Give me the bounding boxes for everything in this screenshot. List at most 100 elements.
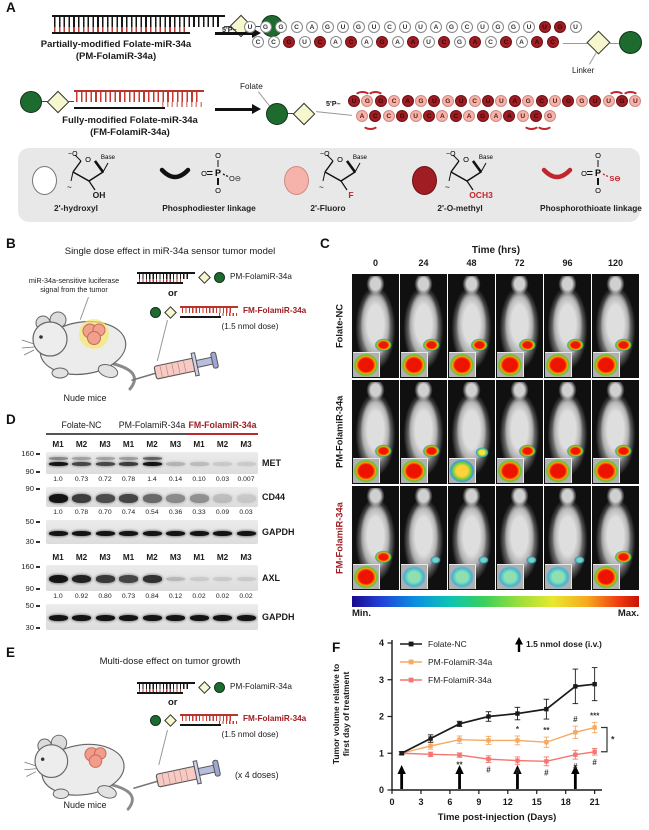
tumor-signal-blob bbox=[566, 338, 585, 352]
phosphorothioate-arc-icon bbox=[367, 91, 385, 103]
timepoint-header: 72 bbox=[514, 258, 525, 268]
data-point bbox=[486, 738, 491, 743]
injection-arrow-icon bbox=[458, 773, 461, 789]
lane-label: M2 bbox=[75, 440, 88, 449]
comparison-bracket bbox=[601, 726, 608, 753]
data-point bbox=[515, 711, 520, 716]
data-point bbox=[544, 759, 549, 764]
panel-b-callout: miR-34a-sensitive luciferase signal from… bbox=[28, 276, 120, 294]
protein-band bbox=[119, 457, 138, 460]
nucleotide-circle: G bbox=[562, 95, 575, 107]
quantification-value: 0.03 bbox=[239, 509, 253, 516]
lane-label: M2 bbox=[146, 553, 158, 562]
phosphorothioate-arc-icon bbox=[535, 118, 553, 130]
lane-label: M2 bbox=[216, 553, 229, 562]
nucleotide-circle: G bbox=[476, 110, 489, 122]
protein-label: CD44 bbox=[262, 492, 286, 502]
mice-label: Nude mice bbox=[63, 800, 107, 810]
legend-marker bbox=[408, 641, 414, 647]
bioluminescence-image-cell bbox=[592, 380, 639, 484]
bioluminescence-image-cell bbox=[592, 486, 639, 590]
y-tick-label: 0 bbox=[379, 785, 384, 795]
series-line bbox=[401, 726, 595, 754]
tumor-inset-image bbox=[497, 352, 524, 377]
fm-five-prime-label: 5'P– bbox=[326, 99, 341, 108]
mw-marker: 30 bbox=[14, 537, 40, 546]
quantification-value: 0.007 bbox=[237, 476, 255, 483]
panel-label-a: A bbox=[6, 0, 16, 15]
protein-band bbox=[166, 530, 185, 536]
nucleotide-circle: G bbox=[283, 36, 295, 48]
nucleotide-circle: A bbox=[531, 36, 543, 48]
nucleotide-circle: C bbox=[449, 110, 462, 122]
significance-mark: # bbox=[573, 715, 578, 724]
group-header: PM-FolamiR-34a bbox=[118, 420, 186, 430]
western-blot-panel: Folate-NC PM-FolamiR-34a FM-FolamiR-34a M1 M… bbox=[0, 0, 330, 830]
protein-band bbox=[119, 530, 138, 536]
nucleotide-circle: A bbox=[436, 110, 449, 122]
nucleotide-circle: C bbox=[382, 110, 395, 122]
nucleotide-circle: U bbox=[244, 21, 256, 33]
protein-label: AXL bbox=[262, 573, 280, 583]
data-point bbox=[515, 758, 520, 763]
lane-label: M2 bbox=[216, 440, 229, 449]
quantification-value: 0.36 bbox=[168, 509, 183, 516]
protein-band bbox=[72, 493, 91, 503]
protein-band bbox=[48, 457, 68, 460]
nucleotide-circle: G bbox=[396, 110, 409, 122]
ribose-structure-icon: O ~O ~ Base F bbox=[319, 151, 368, 200]
protein-band bbox=[95, 493, 115, 503]
protein-band bbox=[236, 615, 256, 621]
quantification-value: 0.02 bbox=[239, 593, 253, 600]
timepoint-header: 120 bbox=[607, 258, 624, 268]
nucleotide-circle: G bbox=[554, 21, 566, 33]
tumor-signal-blob bbox=[470, 338, 489, 352]
blot-strip bbox=[46, 452, 258, 474]
protein-band bbox=[119, 575, 138, 583]
tumor-inset-image bbox=[353, 352, 380, 377]
mw-marker: 30 bbox=[14, 623, 40, 632]
tumor-inset-image bbox=[449, 352, 476, 377]
linker-label: Linker bbox=[572, 66, 595, 75]
tumor-signal-blob bbox=[422, 444, 441, 458]
svg-text:Base: Base bbox=[479, 154, 494, 161]
nucleotide-circle: G bbox=[259, 21, 272, 33]
nucleotide-circle: A bbox=[306, 21, 318, 33]
mw-marker: 50 bbox=[14, 601, 40, 610]
dose-label: (1.5 nmol dose) bbox=[221, 322, 279, 331]
nucleotide-circle: A bbox=[515, 36, 528, 48]
lane-label: M3 bbox=[240, 440, 252, 449]
mouse-icon bbox=[21, 311, 136, 391]
injection-arrow-icon bbox=[513, 765, 522, 774]
mouse-icon bbox=[24, 734, 134, 811]
svg-text:F: F bbox=[348, 190, 353, 200]
protein-band bbox=[142, 530, 162, 536]
phosphodiester-arc-icon bbox=[159, 167, 191, 180]
mw-marker: 160 bbox=[14, 562, 40, 571]
lane-label: M1 bbox=[122, 440, 135, 449]
series-line bbox=[401, 683, 595, 755]
injection-arrow-icon bbox=[455, 765, 464, 774]
tumor-signal-blob bbox=[374, 444, 393, 458]
bioluminescence-image-cell bbox=[448, 486, 495, 590]
legend-marker bbox=[408, 677, 414, 683]
legend-label: Folate-NC bbox=[428, 639, 467, 649]
mw-marker: 90 bbox=[14, 484, 40, 493]
tumor-signal-blob bbox=[526, 556, 537, 564]
folate-circle-icon bbox=[619, 31, 642, 54]
x-tick-label: 0 bbox=[389, 797, 394, 807]
protein-band bbox=[72, 462, 91, 466]
nucleotide-circle: U bbox=[549, 95, 561, 107]
tumor-signal-blob bbox=[478, 556, 489, 564]
lane-label: M1 bbox=[52, 553, 64, 562]
significance-mark: # bbox=[486, 765, 491, 774]
pm-construct-title: Partially-modified Folate-miR-34a bbox=[40, 39, 192, 50]
group-underline bbox=[117, 433, 188, 435]
pm-duplex-icon bbox=[52, 15, 225, 35]
tumor-inset-image bbox=[449, 564, 476, 589]
treatment-row-label: FM-FolamiR-34a bbox=[334, 502, 345, 574]
data-point bbox=[515, 738, 520, 743]
protein-band bbox=[72, 530, 91, 536]
nucleotide-circle: G bbox=[441, 95, 454, 107]
